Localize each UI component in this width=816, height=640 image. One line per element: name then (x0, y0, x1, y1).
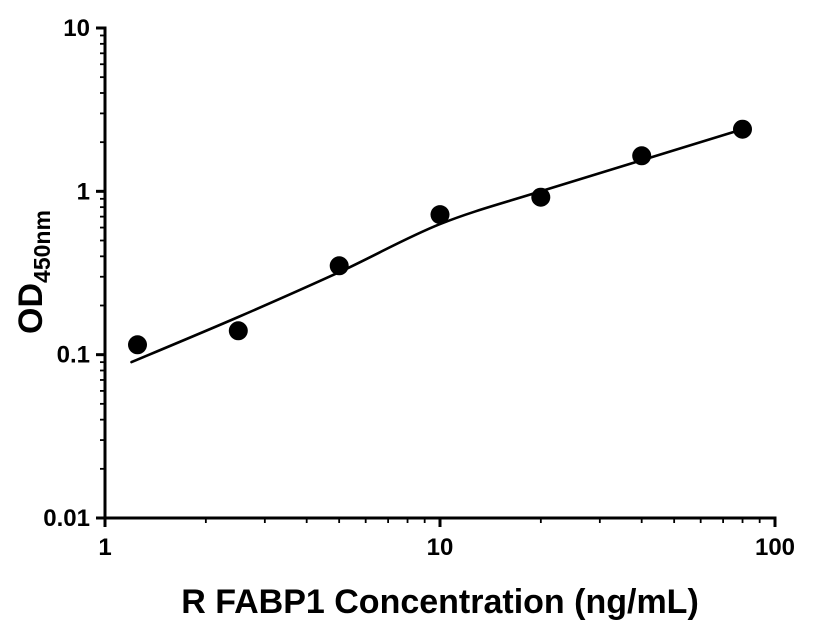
data-point (128, 335, 147, 355)
data-point (430, 205, 450, 225)
x-tick-label: 100 (755, 534, 795, 561)
data-point (531, 187, 551, 207)
data-point (733, 119, 752, 139)
data-point (632, 146, 652, 166)
fit-curve (130, 127, 744, 364)
y-axis-title-main: OD (12, 283, 50, 334)
plot-area: 1 10 100 0.01 0.1 1 10 (43, 15, 795, 561)
x-tick-label: 10 (427, 534, 454, 561)
data-point (329, 256, 349, 276)
x-tick-label: 1 (98, 534, 111, 561)
y-tick-label: 1 (77, 178, 90, 205)
y-tick-label: 0.1 (57, 342, 90, 369)
y-axis-title: OD450nm (12, 210, 55, 334)
y-tick-label: 10 (63, 15, 90, 42)
y-axis-title-subscript: 450nm (29, 210, 55, 283)
x-axis-title: R FABP1 Concentration (ng/mL) (181, 583, 699, 621)
data-point (228, 321, 248, 341)
y-tick-label: 0.01 (43, 505, 90, 532)
